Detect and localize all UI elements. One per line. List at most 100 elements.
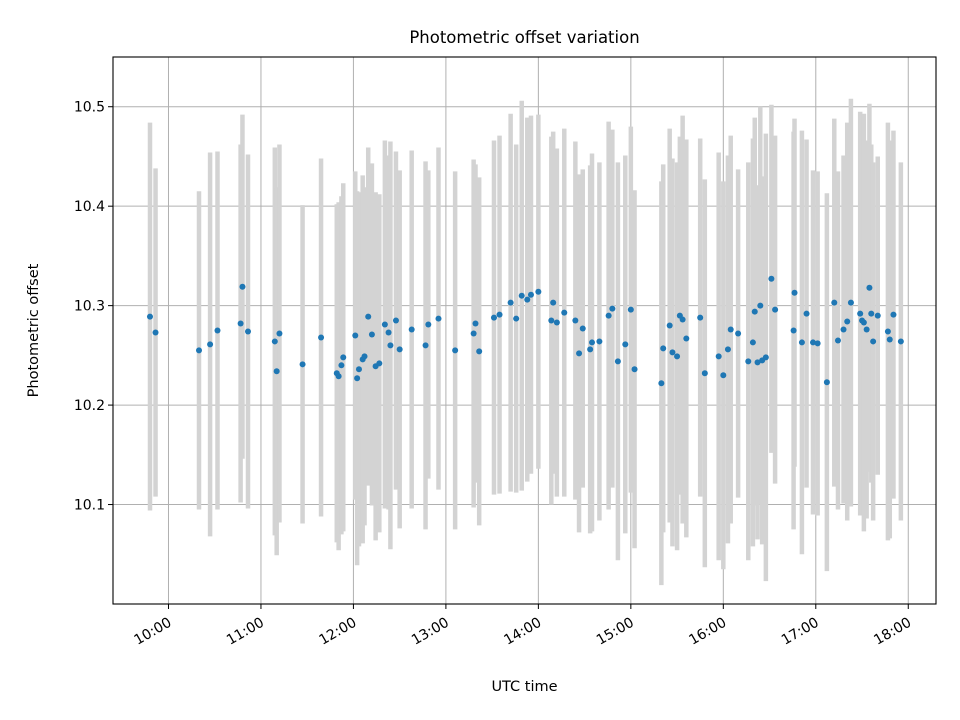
- data-point: [572, 317, 579, 324]
- x-axis-label: UTC time: [491, 679, 557, 695]
- data-point: [874, 312, 881, 319]
- data-point: [720, 372, 727, 379]
- data-point: [727, 326, 734, 333]
- data-point: [535, 288, 542, 295]
- data-point: [470, 330, 477, 337]
- data-point: [749, 339, 756, 346]
- data-point: [735, 330, 742, 337]
- data-point: [814, 340, 821, 347]
- data-point: [631, 366, 638, 373]
- data-point: [338, 362, 345, 369]
- data-point: [195, 347, 202, 354]
- data-point: [658, 380, 665, 387]
- data-point: [757, 302, 764, 309]
- data-point: [840, 326, 847, 333]
- data-point: [579, 325, 586, 332]
- data-point: [239, 283, 246, 290]
- data-point: [548, 317, 555, 324]
- data-point: [666, 322, 673, 329]
- data-point: [561, 309, 568, 316]
- data-point: [340, 354, 347, 361]
- data-point: [589, 339, 596, 346]
- y-tick-label: 10.5: [74, 100, 105, 116]
- data-point: [396, 346, 403, 353]
- data-point: [860, 319, 867, 326]
- data-point: [866, 284, 873, 291]
- data-point: [791, 289, 798, 296]
- y-tick-label: 10.4: [74, 199, 105, 215]
- data-point: [810, 339, 817, 346]
- chart-title: Photometric offset variation: [409, 28, 639, 47]
- data-point: [847, 299, 854, 306]
- data-point: [318, 334, 325, 341]
- data-point: [408, 326, 415, 333]
- data-point: [868, 310, 875, 317]
- data-point: [245, 328, 252, 335]
- plot-frame: [112, 56, 937, 605]
- data-point: [790, 327, 797, 334]
- data-point: [435, 315, 442, 322]
- data-point: [553, 319, 560, 326]
- data-point: [237, 320, 244, 327]
- data-point: [425, 321, 432, 328]
- data-point: [701, 370, 708, 377]
- data-point: [527, 291, 534, 298]
- data-point: [271, 338, 278, 345]
- y-tick-label: 10.2: [74, 398, 105, 414]
- data-point: [884, 328, 891, 335]
- data-point: [697, 314, 704, 321]
- data-point: [476, 348, 483, 355]
- data-point: [831, 299, 838, 306]
- data-point: [524, 296, 531, 303]
- y-tick-label: 10.1: [74, 498, 105, 514]
- y-axis-ticks: 10.1 10.2 10.3 10.4 10.5: [74, 100, 113, 514]
- data-point: [335, 373, 342, 380]
- data-point: [762, 354, 769, 361]
- y-axis-label: Photometric offset: [26, 263, 42, 397]
- data-point: [352, 332, 359, 339]
- data-point: [803, 310, 810, 317]
- data-point: [768, 275, 775, 282]
- data-point: [361, 353, 368, 360]
- data-point: [365, 313, 372, 320]
- data-point: [715, 353, 722, 360]
- data-point: [751, 308, 758, 315]
- data-point: [381, 321, 388, 328]
- data-point: [273, 368, 280, 375]
- data-point: [146, 313, 153, 320]
- data-point: [207, 341, 214, 348]
- data-point: [660, 345, 667, 352]
- data-point: [596, 338, 603, 345]
- data-points: [146, 275, 904, 387]
- data-point: [857, 310, 864, 317]
- data-point: [385, 329, 392, 336]
- data-point: [627, 306, 634, 313]
- data-point: [823, 379, 830, 386]
- data-point: [387, 342, 394, 349]
- data-point: [622, 341, 629, 348]
- data-point: [745, 358, 752, 365]
- data-point: [513, 315, 520, 322]
- data-point: [355, 366, 362, 373]
- data-point: [152, 329, 159, 336]
- data-point: [674, 353, 681, 360]
- data-point: [724, 346, 731, 353]
- data-point: [863, 326, 870, 333]
- data-point: [798, 339, 805, 346]
- data-point: [214, 327, 221, 334]
- data-point: [422, 342, 429, 349]
- data-point: [452, 347, 459, 354]
- data-point: [844, 318, 851, 325]
- y-tick-label: 10.3: [74, 299, 105, 315]
- data-point: [392, 317, 399, 324]
- data-point: [772, 306, 779, 313]
- data-point: [496, 311, 503, 318]
- data-point: [587, 346, 594, 353]
- data-point: [518, 292, 525, 299]
- data-point: [754, 359, 761, 366]
- data-point: [376, 360, 383, 367]
- data-point: [550, 299, 557, 306]
- data-point: [870, 338, 877, 345]
- data-point: [890, 311, 897, 318]
